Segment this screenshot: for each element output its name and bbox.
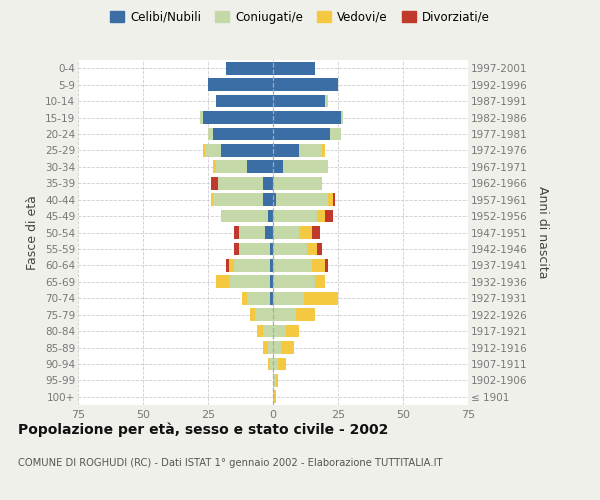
Bar xyxy=(200,111,203,124)
Bar xyxy=(208,78,273,91)
Bar xyxy=(275,374,278,387)
Bar xyxy=(213,193,263,206)
Bar xyxy=(273,341,281,354)
Bar xyxy=(271,358,273,370)
Bar xyxy=(273,94,325,108)
Bar xyxy=(216,276,229,288)
Bar xyxy=(263,341,268,354)
Bar xyxy=(273,308,296,321)
Bar xyxy=(307,242,317,256)
Bar xyxy=(273,144,299,157)
Bar xyxy=(211,177,218,190)
Bar xyxy=(234,226,239,239)
Bar xyxy=(229,276,271,288)
Bar xyxy=(312,226,320,239)
Bar xyxy=(263,193,273,206)
Bar xyxy=(268,358,271,370)
Bar xyxy=(273,177,322,190)
Bar xyxy=(328,193,333,206)
Bar xyxy=(271,259,273,272)
Bar xyxy=(278,358,286,370)
Bar xyxy=(221,210,268,222)
Bar xyxy=(273,111,341,124)
Bar xyxy=(257,324,263,338)
Bar xyxy=(218,177,263,190)
Bar xyxy=(314,276,325,288)
Bar xyxy=(283,160,328,173)
Bar xyxy=(304,292,338,304)
Bar xyxy=(203,111,273,124)
Bar xyxy=(271,276,273,288)
Bar xyxy=(312,259,325,272)
Bar xyxy=(325,94,328,108)
Bar xyxy=(273,210,317,222)
Bar xyxy=(341,111,343,124)
Bar xyxy=(317,210,325,222)
Bar xyxy=(281,341,294,354)
Bar xyxy=(333,193,335,206)
Bar xyxy=(216,94,273,108)
Bar xyxy=(275,193,328,206)
Bar xyxy=(325,210,333,222)
Bar xyxy=(213,160,216,173)
Y-axis label: Anni di nascita: Anni di nascita xyxy=(536,186,549,279)
Bar xyxy=(273,242,307,256)
Bar xyxy=(265,226,273,239)
Bar xyxy=(286,324,299,338)
Bar xyxy=(268,210,273,222)
Bar xyxy=(263,324,273,338)
Bar xyxy=(299,144,322,157)
Bar xyxy=(239,226,265,239)
Bar xyxy=(250,308,255,321)
Bar xyxy=(299,226,312,239)
Bar xyxy=(247,292,271,304)
Bar xyxy=(273,374,275,387)
Text: COMUNE DI ROGHUDI (RC) - Dati ISTAT 1° gennaio 2002 - Elaborazione TUTTITALIA.IT: COMUNE DI ROGHUDI (RC) - Dati ISTAT 1° g… xyxy=(18,458,443,468)
Bar xyxy=(239,242,271,256)
Bar xyxy=(263,177,273,190)
Bar xyxy=(322,144,325,157)
Bar xyxy=(211,193,213,206)
Bar xyxy=(325,259,328,272)
Bar xyxy=(203,144,205,157)
Bar xyxy=(273,259,312,272)
Bar xyxy=(271,292,273,304)
Bar xyxy=(268,341,273,354)
Bar xyxy=(273,324,286,338)
Bar xyxy=(208,128,213,140)
Bar xyxy=(205,144,221,157)
Bar xyxy=(271,242,273,256)
Text: Popolazione per età, sesso e stato civile - 2002: Popolazione per età, sesso e stato civil… xyxy=(18,422,388,437)
Bar xyxy=(234,259,271,272)
Bar xyxy=(226,259,229,272)
Bar xyxy=(273,160,283,173)
Bar xyxy=(273,390,275,403)
Bar xyxy=(273,78,338,91)
Bar xyxy=(242,292,247,304)
Bar xyxy=(273,193,275,206)
Bar xyxy=(330,128,341,140)
Bar xyxy=(273,62,314,74)
Bar xyxy=(296,308,314,321)
Bar xyxy=(213,128,273,140)
Bar xyxy=(255,308,273,321)
Bar xyxy=(221,144,273,157)
Bar xyxy=(234,242,239,256)
Legend: Celibi/Nubili, Coniugati/e, Vedovi/e, Divorziati/e: Celibi/Nubili, Coniugati/e, Vedovi/e, Di… xyxy=(105,6,495,28)
Y-axis label: Fasce di età: Fasce di età xyxy=(26,195,40,270)
Bar xyxy=(273,292,304,304)
Bar xyxy=(273,226,299,239)
Bar xyxy=(317,242,322,256)
Bar xyxy=(273,128,330,140)
Bar xyxy=(273,358,278,370)
Bar xyxy=(226,62,273,74)
Bar xyxy=(216,160,247,173)
Bar xyxy=(247,160,273,173)
Bar xyxy=(273,276,314,288)
Bar xyxy=(229,259,234,272)
